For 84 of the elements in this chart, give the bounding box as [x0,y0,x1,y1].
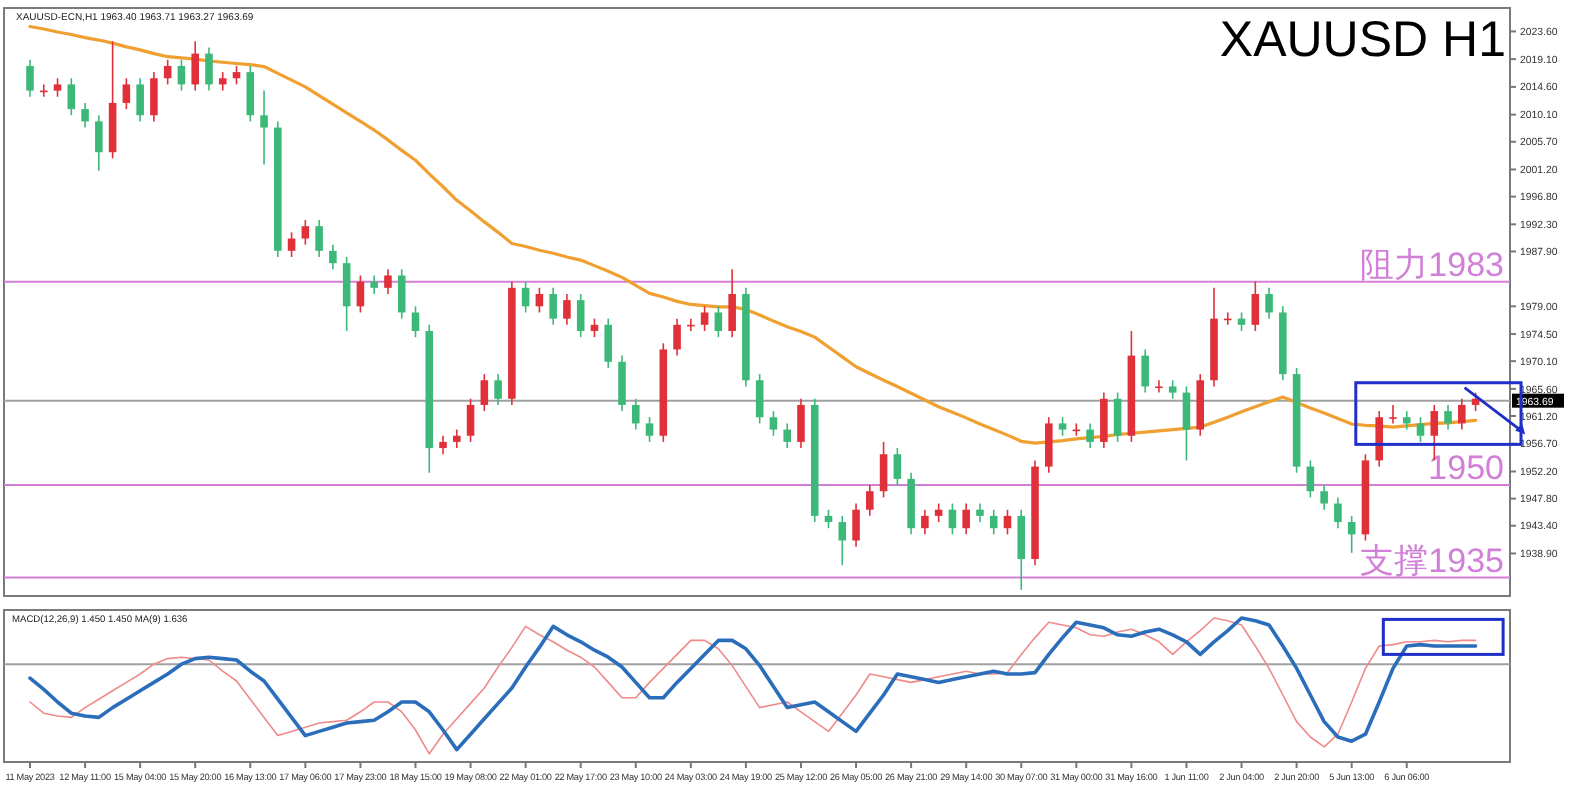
candlestick [26,58,34,98]
candlestick [1045,416,1053,474]
candlestick [645,416,654,443]
candlestick [466,397,475,443]
candlestick [397,268,406,320]
candlestick [1375,410,1383,468]
candlestick [95,114,103,172]
candlestick [618,354,626,412]
candlestick [1155,379,1163,394]
candlestick [1182,385,1191,462]
candlestick [1334,496,1342,529]
candlestick [1100,391,1108,449]
candlestick [205,46,213,92]
candlestick [260,89,268,166]
candlestick [631,397,640,431]
candlestick [301,219,310,246]
candlestick [453,428,461,449]
candlestick [714,305,723,338]
candlestick [191,40,199,92]
candlestick [1168,379,1177,400]
candlestick [163,58,172,86]
candlestick [700,305,709,332]
candlestick [976,502,984,523]
candlestick [356,274,365,314]
candlestick [921,508,929,536]
candlestick [852,502,860,548]
ref-line-label: 阻力1983 [1360,245,1504,284]
candlestick [370,274,378,295]
candlestick [1086,422,1094,449]
candlestick [755,373,764,425]
candlestick [1058,416,1067,437]
candlestick [1458,397,1466,431]
ref-line-label: 1950 [1428,449,1504,488]
candlestick [1251,280,1260,332]
candlestick [962,502,970,536]
candlestick [563,293,571,326]
candlestick [150,71,158,123]
candlestick [494,373,502,406]
candlestick [576,293,585,338]
candlestick [136,77,144,123]
chart-title: XAUUSD H1 [1219,12,1506,68]
candlestick [535,287,544,314]
candlestick [866,484,874,517]
candlestick [122,77,131,110]
candlestick [948,502,957,536]
candlestick [673,317,681,357]
candlestick [893,447,902,486]
candlestick [783,422,791,449]
candlestick [81,102,89,129]
ref-line-label: 支撑1935 [1360,541,1504,580]
candlestick [1402,410,1411,431]
candlestick [177,58,186,92]
candlestick [728,268,736,338]
candlestick [1265,287,1273,320]
candlestick [1003,508,1012,536]
candlestick [287,231,296,258]
candlestick [1444,404,1452,431]
candlestick [315,219,323,258]
candlestick [53,77,62,98]
candlestick [1416,416,1425,443]
candlestick [1320,484,1328,511]
candlestick [329,243,337,271]
candlestick [1017,508,1026,591]
candlestick [549,287,557,326]
candlestick [1306,459,1315,499]
candlestick [1389,404,1397,425]
candlestick [838,515,847,566]
candlestick [384,268,392,295]
candlestick [480,373,489,412]
candlestick [879,441,888,499]
candlestick [246,65,255,123]
candlestick [1113,391,1122,443]
candlestick [342,256,351,332]
candlestick [411,305,420,338]
candlestick [67,77,76,117]
candlestick [989,508,998,536]
candlestick [769,410,778,437]
candlestick [604,317,613,369]
candlestick [1347,515,1356,554]
candlestick [439,434,447,456]
candlestick [521,280,530,314]
candlestick [797,397,805,449]
candlestick [1141,348,1149,394]
candlestick [218,71,227,92]
